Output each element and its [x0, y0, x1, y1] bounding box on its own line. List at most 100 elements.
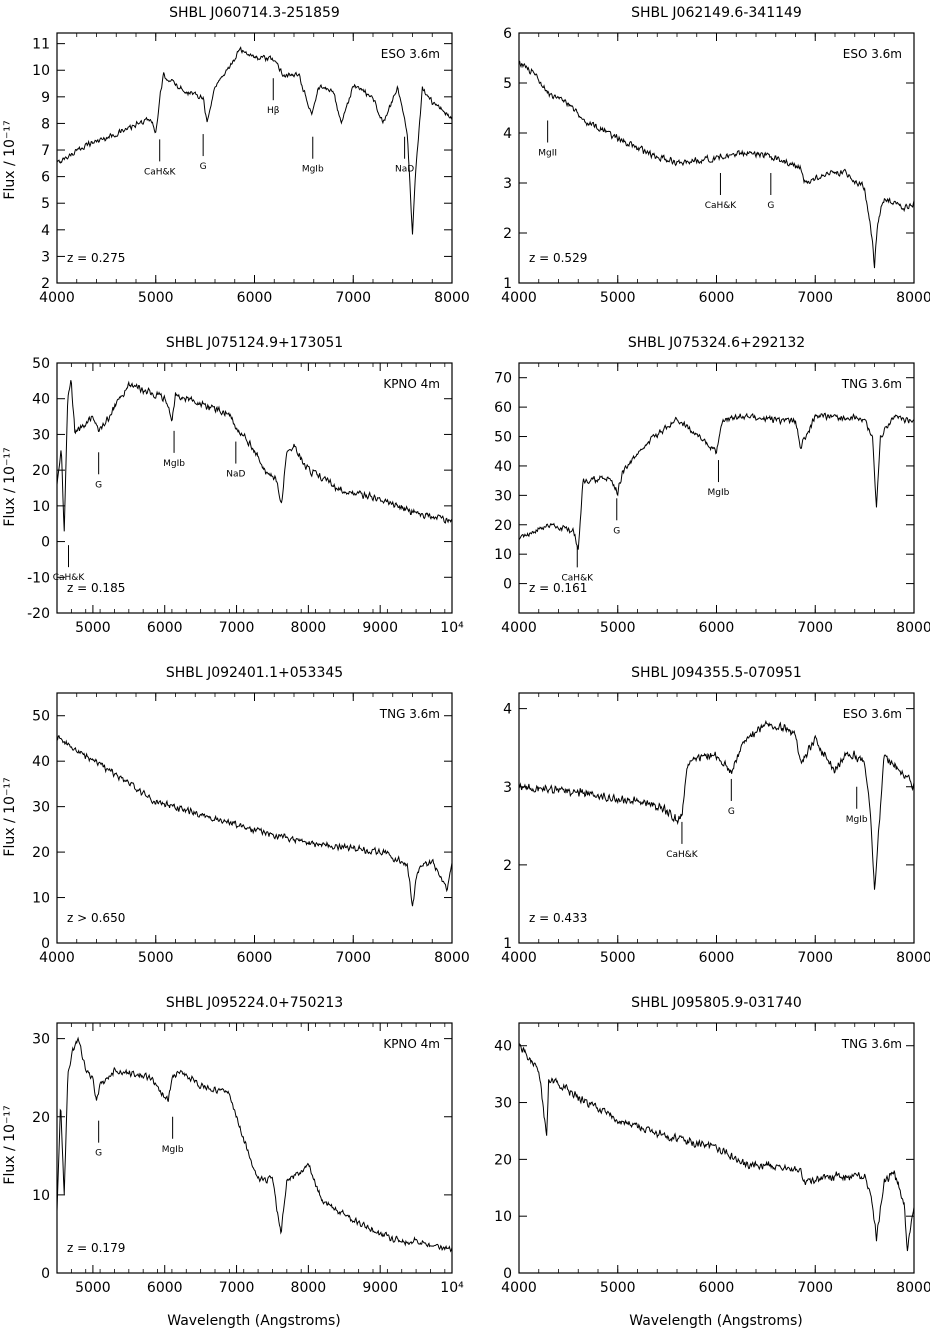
line-label: MgIb [708, 488, 730, 498]
y-tick-label: 40 [494, 1039, 512, 1055]
x-tick-label: 6000 [699, 620, 735, 636]
y-tick-label: 0 [503, 1266, 512, 1282]
panel-title: SHBL J075124.9+173051 [166, 335, 343, 351]
x-tick-label: 7000 [797, 290, 833, 306]
y-tick-label: 5 [503, 76, 512, 92]
line-label: MgIb [162, 1145, 184, 1155]
y-tick-label: 10 [32, 891, 50, 907]
y-tick-label: 30 [32, 1032, 50, 1048]
y-tick-label: 9 [41, 90, 50, 106]
x-tick-label: 9000 [362, 1280, 398, 1296]
line-label: G [200, 162, 207, 172]
spectrum-panel-5: SHBL J092401.1+053345 4000 5000 6000 7000 800… [32, 665, 470, 966]
y-tick-label: 50 [32, 356, 50, 372]
telescope-label: ESO 3.6m [843, 47, 902, 61]
plot-frame [56, 32, 453, 284]
panel-title: SHBL J094355.5-070951 [631, 665, 802, 681]
y-tick-label: 3 [41, 249, 50, 265]
y-tick-label: 10 [494, 1209, 512, 1225]
spectrum-panel-3: SHBL J075124.9+173051 5000 6000 7000 8000 900… [27, 335, 464, 636]
y-tick-label: 2 [41, 276, 50, 292]
x-tick-label: 6000 [147, 1280, 183, 1296]
y-tick-label: 50 [32, 709, 50, 725]
x-tick-label: 5000 [600, 290, 636, 306]
x-tick-label: 5000 [75, 620, 111, 636]
y-tick-label: 20 [32, 463, 50, 479]
y-tick-label: 40 [32, 392, 50, 408]
x-tick-label: 7000 [797, 620, 833, 636]
x-tick-label: 7000 [219, 620, 255, 636]
x-tick-label: 5000 [75, 1280, 111, 1296]
redshift-label: z = 0.161 [529, 581, 587, 595]
x-tick-label: 5000 [138, 950, 174, 966]
line-label: CaH&K [666, 850, 699, 860]
x-tick-label: 8000 [434, 950, 470, 966]
x-tick-label: 7000 [335, 290, 371, 306]
y-tick-label: -20 [27, 606, 50, 622]
x-tick-label: 4000 [39, 290, 75, 306]
y-tick-label: 11 [32, 37, 50, 53]
x-tick-label: 9000 [362, 620, 398, 636]
y-tick-label: 3 [503, 780, 512, 796]
y-tick-label: 3 [503, 176, 512, 192]
y-axis-label-row2: Flux / 10⁻¹⁷ [2, 447, 18, 526]
y-tick-label: 40 [32, 754, 50, 770]
y-tick-label: 20 [32, 1110, 50, 1126]
line-label: CaH&K [562, 573, 595, 583]
y-tick-label: 70 [494, 371, 512, 387]
x-tick-label: 7000 [797, 950, 833, 966]
telescope-label: ESO 3.6m [843, 707, 902, 721]
y-tick-label: 4 [503, 126, 512, 142]
telescope-label: TNG 3.6m [379, 707, 440, 721]
x-tick-label: 7000 [797, 1280, 833, 1296]
y-tick-label: 30 [32, 427, 50, 443]
spectrum-line [56, 1036, 453, 1253]
redshift-label: z = 0.275 [67, 251, 125, 265]
telescope-label: TNG 3.6m [841, 377, 902, 391]
line-label: MgII [538, 149, 557, 159]
line-label: NaD [226, 470, 245, 480]
line-label: NaD [395, 165, 414, 175]
x-tick-label: 8000 [896, 950, 930, 966]
x-tick-label: 4000 [501, 950, 537, 966]
y-tick-label: 30 [32, 800, 50, 816]
x-tick-label: 8000 [896, 1280, 930, 1296]
x-tick-label: 6000 [147, 620, 183, 636]
x-tick-label: 6000 [699, 1280, 735, 1296]
x-tick-label: 5000 [600, 950, 636, 966]
x-tick-label: 6000 [699, 290, 735, 306]
y-tick-label: 5 [41, 196, 50, 212]
line-label: CaH&K [53, 573, 86, 583]
y-tick-label: 60 [494, 400, 512, 416]
line-label: CaH&K [705, 201, 738, 211]
redshift-label: z = 0.529 [529, 251, 587, 265]
y-tick-label: 20 [32, 845, 50, 861]
y-tick-label: 2 [503, 226, 512, 242]
line-label: G [95, 480, 102, 490]
x-tick-label: 5000 [600, 620, 636, 636]
y-tick-label: 20 [494, 1152, 512, 1168]
x-tick-label: 8000 [291, 620, 327, 636]
line-label: Hβ [267, 106, 280, 116]
line-label: G [728, 807, 735, 817]
x-tick-label: 7000 [219, 1280, 255, 1296]
x-tick-label: 8000 [896, 290, 930, 306]
line-label: G [95, 1149, 102, 1159]
x-tick-label: 7000 [335, 950, 371, 966]
x-tick-label: 10⁴ [440, 1280, 464, 1296]
y-tick-label: 0 [41, 1266, 50, 1282]
y-tick-label: 10 [32, 499, 50, 515]
x-tick-label: 8000 [434, 290, 470, 306]
spectrum-panel-4: SHBL J075324.6+292132 4000 5000 6000 7000 800… [494, 335, 930, 636]
telescope-label: KPNO 4m [383, 377, 440, 391]
y-tick-label: 1 [503, 936, 512, 952]
redshift-label: z = 0.185 [67, 581, 125, 595]
x-tick-label: 5000 [138, 290, 174, 306]
y-axis-label-row4: Flux / 10⁻¹⁷ [2, 1105, 18, 1184]
panel-title: SHBL J095224.0+750213 [166, 995, 343, 1011]
y-axis-label-row1: Flux / 10⁻¹⁷ [2, 120, 18, 199]
y-tick-label: 2 [503, 858, 512, 874]
y-tick-label: 10 [32, 1188, 50, 1204]
redshift-label: z = 0.433 [529, 911, 587, 925]
